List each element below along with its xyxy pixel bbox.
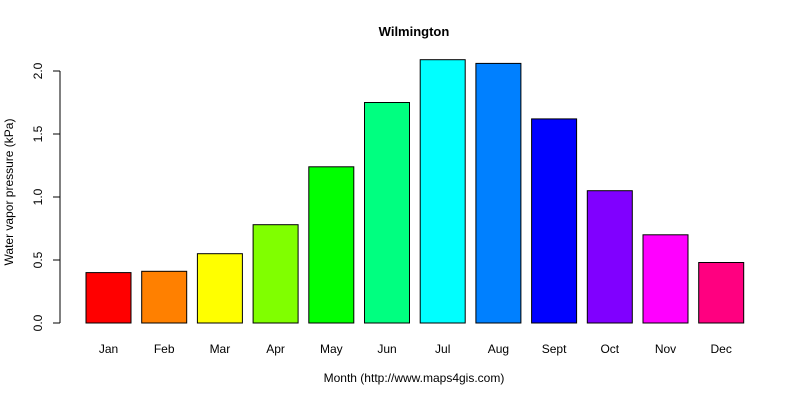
bar-jan — [85, 272, 132, 324]
y-tick-label: 1.5 — [31, 125, 45, 142]
y-axis-label: Water vapor pressure (kPa) — [2, 119, 16, 266]
bar-sept — [531, 118, 578, 324]
x-tick-label-jul: Jul — [435, 342, 450, 356]
x-tick-label-feb: Feb — [154, 342, 175, 356]
bar-apr — [252, 224, 299, 324]
bar-may — [308, 166, 355, 324]
y-axis: 0.0 0.5 1.0 1.5 2.0 — [31, 62, 61, 331]
y-tick-label: 0.5 — [31, 251, 45, 268]
bar-aug — [475, 62, 522, 324]
x-tick-label-oct: Oct — [600, 342, 619, 356]
y-tick-label: 2.0 — [31, 62, 45, 79]
bar-jun — [364, 102, 410, 324]
bar-nov — [642, 234, 689, 324]
x-tick-label-sept: Sept — [542, 342, 567, 356]
x-tick-label-apr: Apr — [266, 342, 285, 356]
x-axis-label: Month (http://www.maps4gis.com) — [324, 371, 505, 385]
x-tick-label-nov: Nov — [655, 342, 676, 356]
bars-group — [85, 59, 745, 324]
y-tick-label: 0.0 — [31, 314, 45, 331]
x-tick-label-dec: Dec — [711, 342, 732, 356]
x-axis-labels: Jan Feb Mar Apr May Jun Jul Aug Sept Oct Nov Dec — [99, 342, 732, 356]
x-tick-label-aug: Aug — [488, 342, 509, 356]
x-tick-label-mar: Mar — [210, 342, 231, 356]
x-tick-label-jun: Jun — [377, 342, 396, 356]
x-tick-label-jan: Jan — [99, 342, 118, 356]
bar-mar — [196, 253, 243, 324]
bar-dec — [698, 262, 745, 324]
bar-feb — [141, 270, 188, 324]
x-tick-label-may: May — [320, 342, 343, 356]
bar-oct — [586, 190, 633, 324]
bar-jul — [419, 59, 466, 324]
y-tick-label: 1.0 — [31, 188, 45, 205]
chart-title: Wilmington — [379, 24, 450, 39]
